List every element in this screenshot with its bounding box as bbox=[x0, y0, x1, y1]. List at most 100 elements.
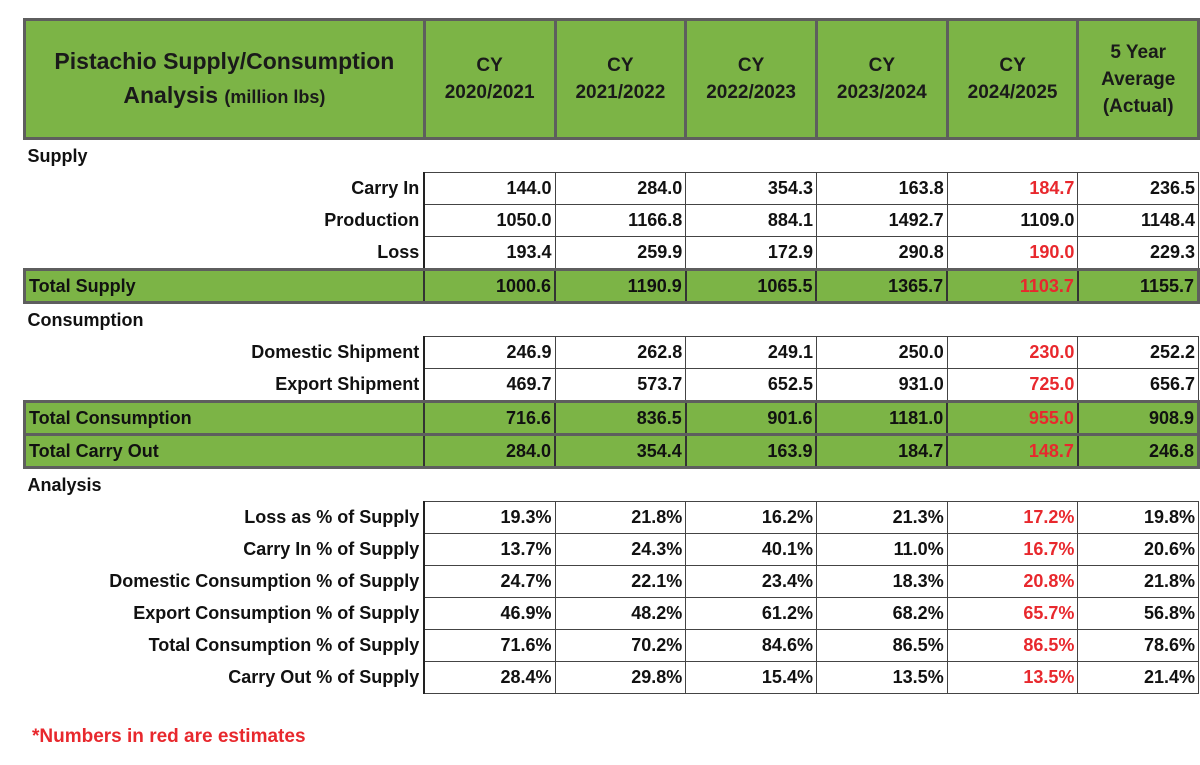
cell-value: 252.2 bbox=[1077, 336, 1199, 369]
cell-value: 246.8 bbox=[1076, 433, 1200, 469]
cell-value: 17.2% bbox=[946, 501, 1079, 534]
cell-value: 15.4% bbox=[685, 661, 817, 694]
cell-value: 23.4% bbox=[685, 565, 817, 598]
cell-value: 21.3% bbox=[815, 501, 948, 534]
cell-value: 28.4% bbox=[423, 661, 556, 694]
row-label: Carry In bbox=[24, 172, 426, 205]
col-header-2022-2023: CY 2022/2023 bbox=[684, 18, 818, 140]
cell-value: 71.6% bbox=[423, 629, 556, 662]
title-sub: Analysis bbox=[123, 82, 218, 108]
cell-value: 40.1% bbox=[685, 533, 817, 566]
cell-value: 1103.7 bbox=[946, 268, 1079, 304]
cell-value: 1148.4 bbox=[1077, 204, 1199, 237]
cell-value: 250.0 bbox=[815, 336, 948, 369]
cell-value: 18.3% bbox=[815, 565, 948, 598]
row-label: Carry Out % of Supply bbox=[24, 661, 426, 694]
cell-value: 29.8% bbox=[554, 661, 687, 694]
cell-value: 46.9% bbox=[423, 597, 556, 630]
cell-value: 22.1% bbox=[554, 565, 687, 598]
cell-value: 13.7% bbox=[423, 533, 556, 566]
cell-value: 86.5% bbox=[815, 629, 948, 662]
row-loss-pct: Loss as % of Supply 19.3% 21.8% 16.2% 21.3% 1… bbox=[24, 501, 1199, 534]
row-label: Total Consumption % of Supply bbox=[24, 629, 426, 662]
row-domestic-shipment: Domestic Shipment 246.9 262.8 249.1 250.0 230… bbox=[24, 336, 1199, 369]
cell-value: 573.7 bbox=[554, 368, 687, 402]
cell-value: 284.0 bbox=[423, 433, 556, 469]
cell-value: 836.5 bbox=[554, 400, 687, 436]
cell-value: 284.0 bbox=[554, 172, 687, 205]
cell-value: 163.9 bbox=[684, 433, 818, 469]
cell-value: 1190.9 bbox=[554, 268, 687, 304]
cell-value: 1109.0 bbox=[946, 204, 1079, 237]
cell-value: 68.2% bbox=[815, 597, 948, 630]
cell-value: 656.7 bbox=[1077, 368, 1199, 402]
cell-value: 1155.7 bbox=[1076, 268, 1200, 304]
row-production: Production 1050.0 1166.8 884.1 1492.7 1109.0 1… bbox=[24, 204, 1199, 237]
col-header-5yr-average: 5 Year Average (Actual) bbox=[1076, 18, 1200, 140]
row-total-carry-out: Total Carry Out 284.0 354.4 163.9 184.7 148.7… bbox=[23, 433, 1200, 469]
cell-value: 716.6 bbox=[423, 400, 556, 436]
row-label: Total Consumption bbox=[23, 400, 425, 436]
cell-value: 246.9 bbox=[423, 336, 556, 369]
cell-value: 955.0 bbox=[946, 400, 1079, 436]
row-label: Loss bbox=[24, 236, 426, 270]
col-header-2023-2024: CY 2023/2024 bbox=[814, 18, 949, 140]
section-consumption: Consumption bbox=[27, 309, 144, 330]
cell-value: 13.5% bbox=[815, 661, 948, 694]
section-supply: Supply bbox=[27, 145, 88, 166]
supply-consumption-table-container: Pistachio Supply/Consumption Analysis (m… bbox=[23, 18, 1200, 694]
cell-value: 86.5% bbox=[946, 629, 1079, 662]
cell-value: 19.8% bbox=[1077, 501, 1199, 534]
cell-value: 1181.0 bbox=[815, 400, 949, 436]
cell-value: 290.8 bbox=[815, 236, 948, 270]
cell-value: 24.7% bbox=[423, 565, 556, 598]
cell-value: 1050.0 bbox=[423, 204, 556, 237]
pistachio-supply-table: Pistachio Supply/Consumption Analysis (m… bbox=[23, 18, 1200, 694]
row-label: Production bbox=[24, 204, 426, 237]
cell-value: 48.2% bbox=[554, 597, 687, 630]
cell-value: 184.7 bbox=[946, 172, 1079, 205]
col-header-2021-2022: CY 2021/2022 bbox=[553, 18, 688, 140]
cell-value: 193.4 bbox=[423, 236, 556, 270]
row-label: Export Consumption % of Supply bbox=[24, 597, 426, 630]
cell-value: 144.0 bbox=[423, 172, 556, 205]
row-label: Carry In % of Supply bbox=[24, 533, 426, 566]
cell-value: 16.2% bbox=[685, 501, 817, 534]
cell-value: 652.5 bbox=[685, 368, 817, 402]
cell-value: 16.7% bbox=[946, 533, 1079, 566]
row-label: Loss as % of Supply bbox=[24, 501, 426, 534]
cell-value: 21.8% bbox=[1077, 565, 1199, 598]
row-carry-in: Carry In 144.0 284.0 354.3 163.8 184.7 236.5 bbox=[24, 172, 1199, 205]
cell-value: 84.6% bbox=[685, 629, 817, 662]
cell-value: 21.8% bbox=[554, 501, 687, 534]
cell-value: 13.5% bbox=[946, 661, 1079, 694]
row-label: Total Carry Out bbox=[23, 433, 425, 469]
cell-value: 1166.8 bbox=[554, 204, 687, 237]
estimates-footnote: *Numbers in red are estimates bbox=[32, 726, 306, 747]
cell-value: 354.4 bbox=[554, 433, 687, 469]
row-carry-in-pct: Carry In % of Supply 13.7% 24.3% 40.1% 11.0%… bbox=[24, 533, 1199, 566]
cell-value: 21.4% bbox=[1077, 661, 1199, 694]
row-total-consumption: Total Consumption 716.6 836.5 901.6 1181.0 95… bbox=[23, 400, 1200, 436]
cell-value: 354.3 bbox=[685, 172, 817, 205]
cell-value: 184.7 bbox=[815, 433, 949, 469]
cell-value: 19.3% bbox=[423, 501, 556, 534]
row-label: Domestic Consumption % of Supply bbox=[24, 565, 426, 598]
cell-value: 1000.6 bbox=[423, 268, 556, 304]
cell-value: 230.0 bbox=[946, 336, 1079, 369]
cell-value: 78.6% bbox=[1077, 629, 1199, 662]
cell-value: 908.9 bbox=[1076, 400, 1200, 436]
cell-value: 20.6% bbox=[1077, 533, 1199, 566]
row-export-shipment: Export Shipment 469.7 573.7 652.5 931.0 725.0… bbox=[24, 368, 1199, 402]
col-header-2024-2025: CY 2024/2025 bbox=[945, 18, 1080, 140]
cell-value: 469.7 bbox=[423, 368, 556, 402]
cell-value: 259.9 bbox=[554, 236, 687, 270]
cell-value: 884.1 bbox=[685, 204, 817, 237]
cell-value: 262.8 bbox=[554, 336, 687, 369]
row-export-pct: Export Consumption % of Supply 46.9% 48.2%… bbox=[24, 597, 1199, 630]
cell-value: 1065.5 bbox=[684, 268, 818, 304]
cell-value: 236.5 bbox=[1077, 172, 1199, 205]
title-main: Pistachio Supply/Consumption bbox=[54, 48, 395, 74]
table-title: Pistachio Supply/Consumption Analysis (m… bbox=[23, 18, 426, 140]
cell-value: 11.0% bbox=[815, 533, 948, 566]
